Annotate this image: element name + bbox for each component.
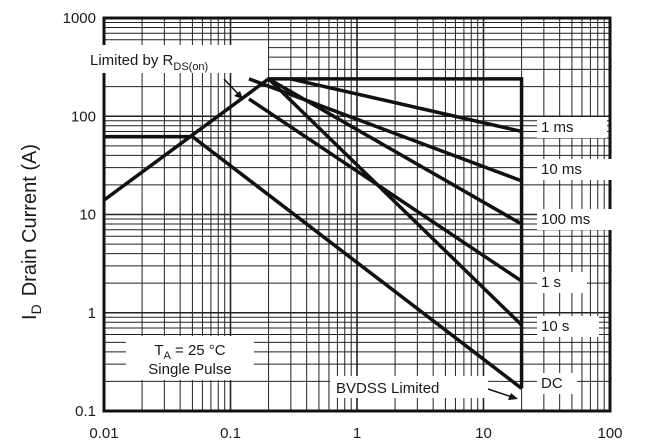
series-line-10-ms xyxy=(248,77,523,183)
bvdss-arrowhead xyxy=(508,393,518,400)
y-tick-label: 1 xyxy=(88,305,96,322)
series-label-dc: DC xyxy=(541,375,563,392)
series-line-1-ms xyxy=(290,77,522,134)
grid xyxy=(103,18,610,412)
svg-text:Limited by RDS(on): Limited by RDS(on) xyxy=(90,52,208,73)
limit-envelope-line xyxy=(102,77,524,389)
y-axis-label: IDDrain Current (A) xyxy=(19,144,44,320)
bvdss-text: BVDSS Limited xyxy=(336,380,439,397)
series-label-10-ms: 10 ms xyxy=(541,161,582,178)
series-lines xyxy=(102,77,524,390)
series-label-bg xyxy=(537,373,577,394)
x-tick-label: 100 xyxy=(597,425,622,442)
series-label-bg xyxy=(537,117,607,138)
x-tick-label: 1 xyxy=(353,425,361,442)
y-tick-label: 1000 xyxy=(63,10,96,27)
rds-limit-text: Limited by R xyxy=(90,52,174,69)
rds-limit-annotation: Limited by RDS(on) xyxy=(84,45,268,99)
y-tick-label: 0.1 xyxy=(75,403,96,420)
bvdss-annotation: BVDSS Limited xyxy=(330,376,518,400)
series-line-dc xyxy=(104,134,523,390)
single-pulse-text: Single Pulse xyxy=(148,361,231,378)
series-label-1-s: 1 s xyxy=(541,274,561,291)
conditions-box: TA = 25 °C Single Pulse xyxy=(126,336,254,380)
x-tick-label: 0.01 xyxy=(89,425,118,442)
rds-limit-arrowhead xyxy=(234,91,243,99)
series-label-bg xyxy=(537,272,587,293)
series-labels: 1 ms 10 ms 100 ms 1 s 10 s DC xyxy=(537,117,629,394)
series-label-bg xyxy=(537,316,599,337)
rds-limit-subscript: DS(on) xyxy=(173,61,208,73)
rds-limit-arrow xyxy=(223,78,241,97)
series-label-10-s: 10 s xyxy=(541,318,569,335)
series-label-bg xyxy=(537,159,617,180)
y-tick-label: 10 xyxy=(79,207,96,224)
bvdss-arrow xyxy=(487,388,513,398)
series-label-bg xyxy=(537,209,629,230)
y-tick-label: 100 xyxy=(71,108,96,125)
x-tick-label: 0.1 xyxy=(220,425,241,442)
series-line-10-s xyxy=(267,77,523,327)
x-tick-label: 10 xyxy=(475,425,492,442)
series-line-100-ms xyxy=(267,77,523,226)
tick-labels: 0.01 0.1 1 10 100 0.1 1 10 100 1000 xyxy=(63,10,623,442)
temperature-text: T xyxy=(154,342,163,359)
series-label-100-ms: 100 ms xyxy=(541,211,590,228)
svg-text:TA = 25 °C: TA = 25 °C xyxy=(154,342,225,362)
series-label-1-ms: 1 ms xyxy=(541,119,574,136)
